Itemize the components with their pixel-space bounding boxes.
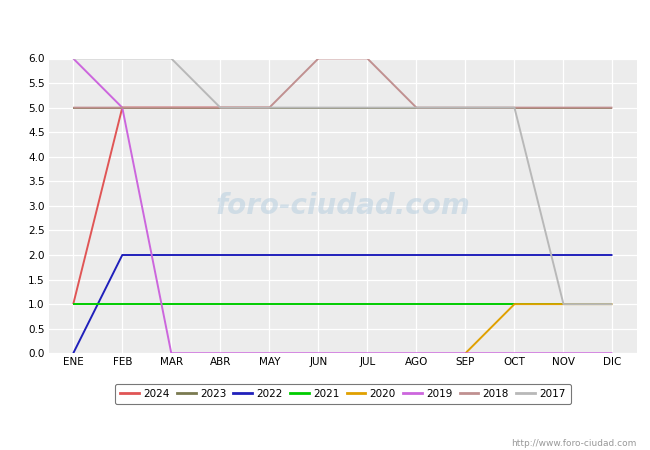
Text: http://www.foro-ciudad.com: http://www.foro-ciudad.com bbox=[512, 439, 637, 448]
Text: Afiliados en Adobes a 31/5/2024: Afiliados en Adobes a 31/5/2024 bbox=[185, 17, 465, 35]
Legend: 2024, 2023, 2022, 2021, 2020, 2019, 2018, 2017: 2024, 2023, 2022, 2021, 2020, 2019, 2018… bbox=[115, 383, 571, 404]
Text: foro-ciudad.com: foro-ciudad.com bbox=[216, 192, 470, 220]
